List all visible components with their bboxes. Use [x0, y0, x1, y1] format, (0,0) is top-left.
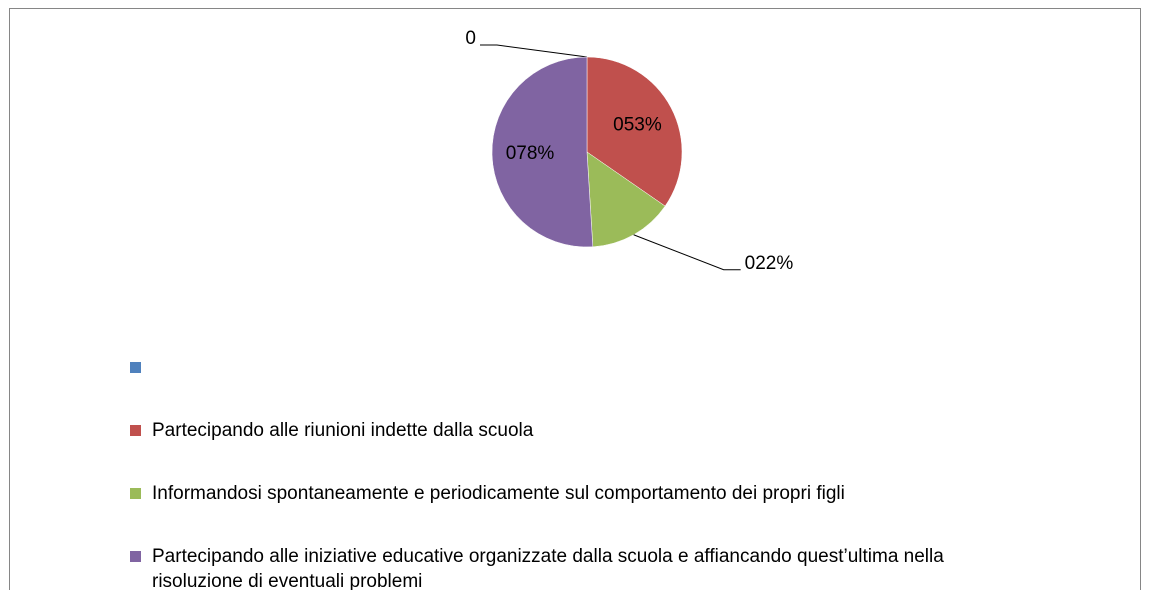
- legend-swatch: [130, 551, 141, 562]
- pie-slice: [586, 56, 683, 207]
- legend-swatch: [130, 362, 141, 373]
- pie-slice: [491, 56, 594, 248]
- leader-line: [633, 234, 741, 271]
- legend-item: [130, 355, 1032, 373]
- data-label: 0: [465, 28, 476, 49]
- data-label: 053%: [613, 115, 662, 136]
- legend-label: Partecipando alle iniziative educative o…: [152, 546, 944, 590]
- leader-line: [480, 44, 588, 58]
- legend-item: Informandosi spontaneamente e periodicam…: [130, 481, 1032, 506]
- legend-item: Partecipando alle iniziative educative o…: [130, 544, 1032, 590]
- legend-item: Partecipando alle riunioni indette dalla…: [130, 418, 1032, 443]
- chart-frame: [9, 8, 1141, 590]
- pie-slice: [586, 151, 666, 248]
- data-label: 078%: [506, 143, 555, 164]
- legend-swatch: [130, 488, 141, 499]
- legend-label: Informandosi spontaneamente e periodicam…: [152, 483, 845, 504]
- data-label: 022%: [745, 253, 794, 274]
- legend-label: Partecipando alle riunioni indette dalla…: [152, 420, 534, 441]
- legend-swatch: [130, 425, 141, 436]
